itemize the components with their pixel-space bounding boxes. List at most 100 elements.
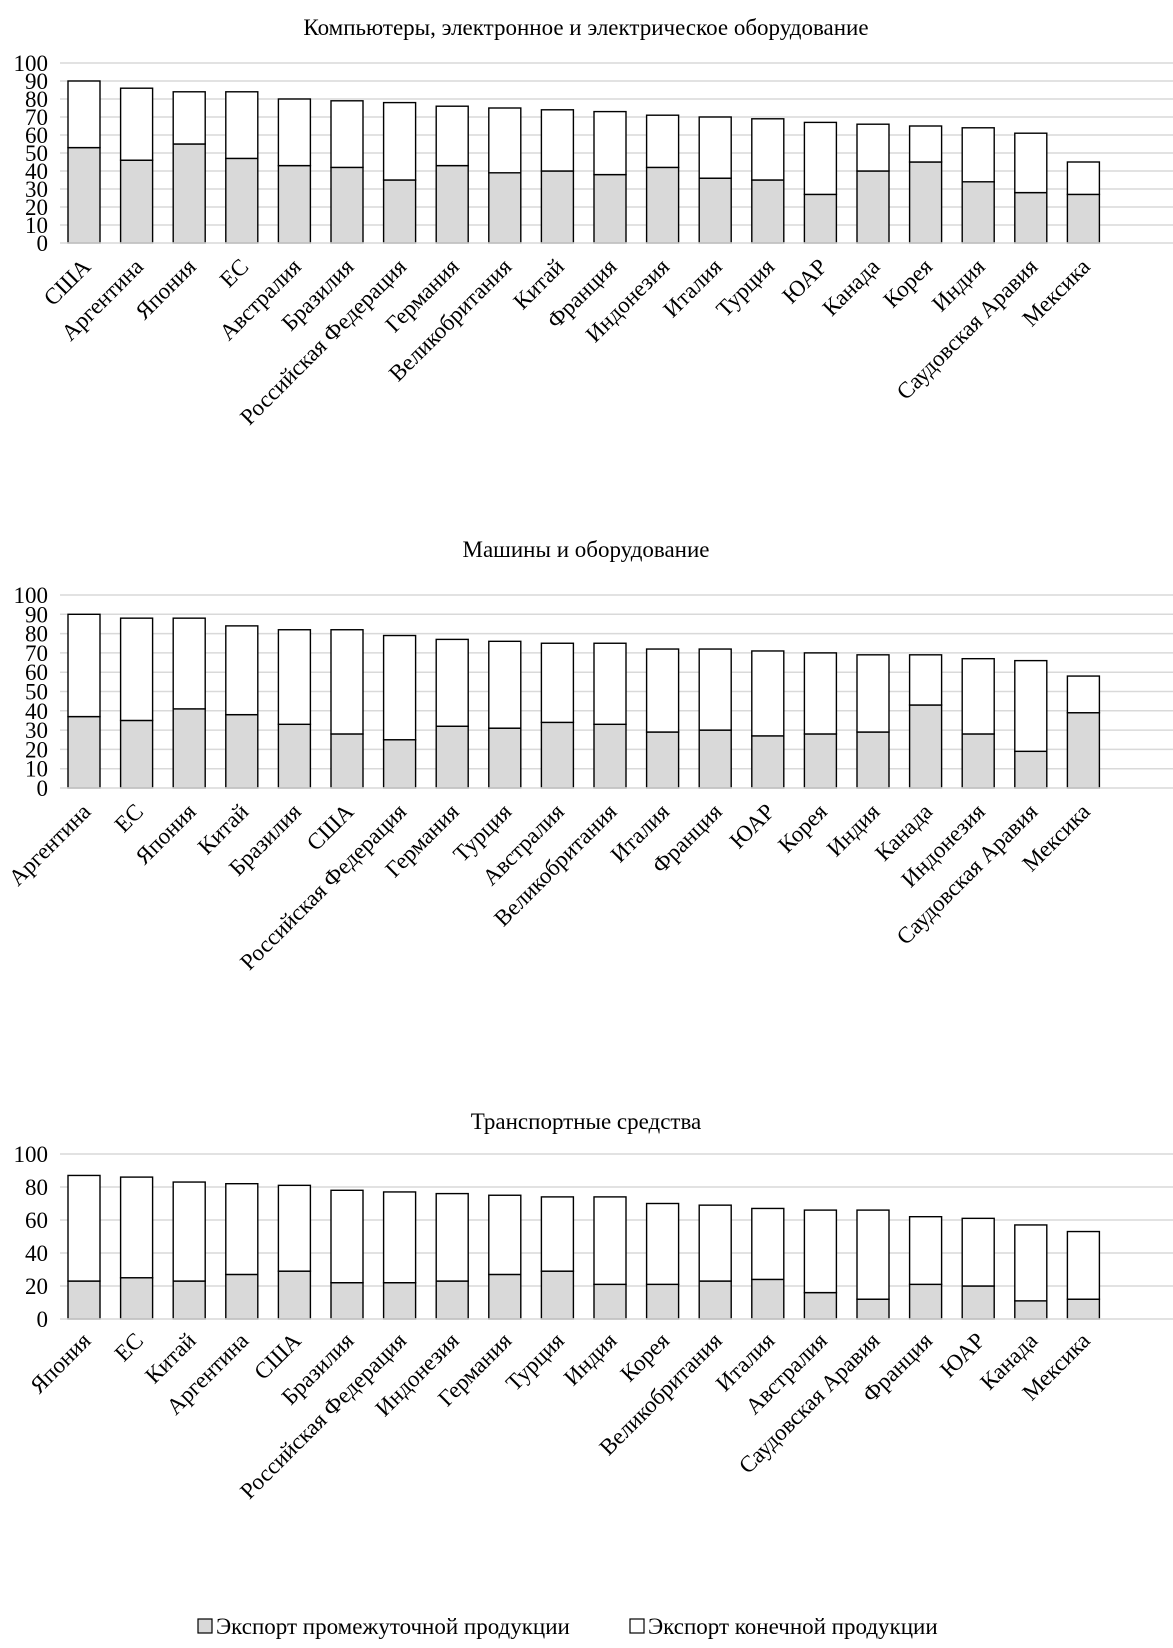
category-label: Аргентина [4, 799, 96, 891]
category-label: Япония [130, 254, 201, 325]
category-label: Турция [501, 1328, 569, 1396]
bar-segment-intermediate [803, 1291, 838, 1320]
bar-segment-intermediate [593, 723, 627, 789]
bar-segment-final [645, 648, 680, 733]
bar-segment-final [277, 629, 312, 726]
y-tick-label: 70 [25, 641, 48, 666]
bar-segment-final [225, 625, 259, 716]
bar-segment-intermediate [488, 1273, 522, 1320]
bar-segment-intermediate [277, 164, 312, 244]
bar-segment-final [908, 654, 943, 706]
bar-segment-intermediate [225, 1273, 259, 1320]
chart-title: Компьютеры, электронное и электрическое … [303, 15, 868, 40]
legend-label-intermediate: Экспорт промежуточной продукции [216, 1614, 570, 1639]
bar-segment-intermediate [330, 733, 364, 789]
bar-segment-final [751, 118, 785, 181]
bar-segment-final [172, 1181, 206, 1282]
y-tick-label: 20 [25, 737, 48, 762]
bar-segment-intermediate [593, 173, 627, 244]
y-tick-label: 10 [25, 213, 48, 238]
bar-segment-intermediate [961, 181, 995, 244]
chart-title: Транспортные средства [471, 1109, 702, 1134]
bar-segment-final [1014, 132, 1048, 194]
bar-segment-final [382, 634, 417, 741]
bar-segment-final [172, 617, 206, 710]
legend-label-final: Экспорт конечной продукции [648, 1614, 938, 1639]
bar-segment-intermediate [119, 1277, 154, 1320]
bar-segment-intermediate [908, 161, 943, 244]
bar-segment-final [803, 1209, 838, 1294]
category-label: Индия [559, 1328, 622, 1391]
y-tick-label: 40 [25, 699, 48, 724]
bar-segment-intermediate [698, 177, 732, 244]
y-tick-label: 60 [25, 660, 48, 685]
y-tick-label: 90 [25, 602, 48, 627]
bar-segment-final [488, 107, 522, 174]
bar-segment-final [645, 114, 680, 169]
legend-swatch-intermediate [197, 1618, 213, 1634]
bar-segment-intermediate [382, 739, 417, 789]
bar-segment-intermediate [540, 1270, 575, 1320]
y-tick-label: 60 [25, 1208, 48, 1233]
bar-segment-final [961, 127, 995, 183]
bar-segment-final [225, 91, 259, 160]
bar-segment-final [751, 650, 785, 737]
bar-segment-final [803, 652, 838, 735]
bar-segment-final [540, 642, 575, 724]
category-label: ЕС [110, 799, 148, 837]
bar-segment-final [119, 87, 154, 161]
bar-segment-intermediate [593, 1283, 627, 1320]
y-tick-label: 70 [25, 105, 48, 130]
bar-segment-intermediate [751, 1278, 785, 1320]
chart-machinery: Машины и оборудование 0102030405060708090… [4, 537, 1173, 975]
category-label: Корея [773, 799, 832, 858]
bar-segment-final [277, 98, 312, 167]
category-label: ЮАР [725, 799, 780, 854]
bar-segment-intermediate [908, 1283, 943, 1320]
bar-segment-final [382, 101, 417, 181]
bar-segment-intermediate [488, 172, 522, 244]
bar-segment-final [961, 1217, 995, 1287]
chart-computers: Компьютеры, электронное и электрическое … [14, 15, 1173, 430]
bar-segment-final [908, 125, 943, 163]
bar-segment-final [698, 648, 732, 731]
bar-segment-final [1066, 161, 1101, 196]
bar-segment-final [593, 642, 627, 726]
y-tick-label: 50 [25, 680, 48, 705]
bar-segment-intermediate [382, 179, 417, 244]
y-tick-label: 30 [25, 177, 48, 202]
bar-segment-intermediate [1014, 191, 1048, 244]
bar-segment-final [330, 1189, 364, 1284]
bar-segment-final [698, 1204, 732, 1282]
bar-segment-final [645, 1202, 680, 1286]
y-tick-label: 10 [25, 757, 48, 782]
bar-segment-intermediate [540, 721, 575, 789]
bar-segment-final [908, 1215, 943, 1286]
bar-segment-intermediate [856, 1298, 890, 1320]
bar-segment-intermediate [1014, 1300, 1048, 1320]
y-tick-label: 90 [25, 69, 48, 94]
bar-segment-final [67, 1174, 101, 1282]
bar-segment-final [119, 617, 154, 722]
bar-segment-intermediate [1066, 193, 1101, 244]
bar-segment-intermediate [645, 166, 680, 244]
bar-segment-final [1066, 1230, 1101, 1300]
bar-segment-intermediate [698, 1280, 732, 1320]
bar-segment-intermediate [751, 179, 785, 244]
y-tick-label: 100 [14, 51, 49, 76]
y-tick-label: 0 [37, 776, 49, 801]
bar-segment-final [67, 80, 101, 149]
bar-segment-intermediate [540, 170, 575, 244]
bar-segment-final [856, 123, 890, 172]
y-tick-label: 0 [37, 1307, 49, 1332]
bar-segment-intermediate [225, 157, 259, 244]
bar-segment-intermediate [1066, 1298, 1101, 1320]
category-label: Канада [818, 254, 885, 321]
bar-segment-final [593, 110, 627, 176]
bar-segment-final [488, 1194, 522, 1276]
bar-segment-intermediate [382, 1281, 417, 1320]
bar-segment-intermediate [435, 1280, 469, 1320]
bar-segment-intermediate [856, 170, 890, 244]
bar-segment-final [856, 1209, 890, 1300]
